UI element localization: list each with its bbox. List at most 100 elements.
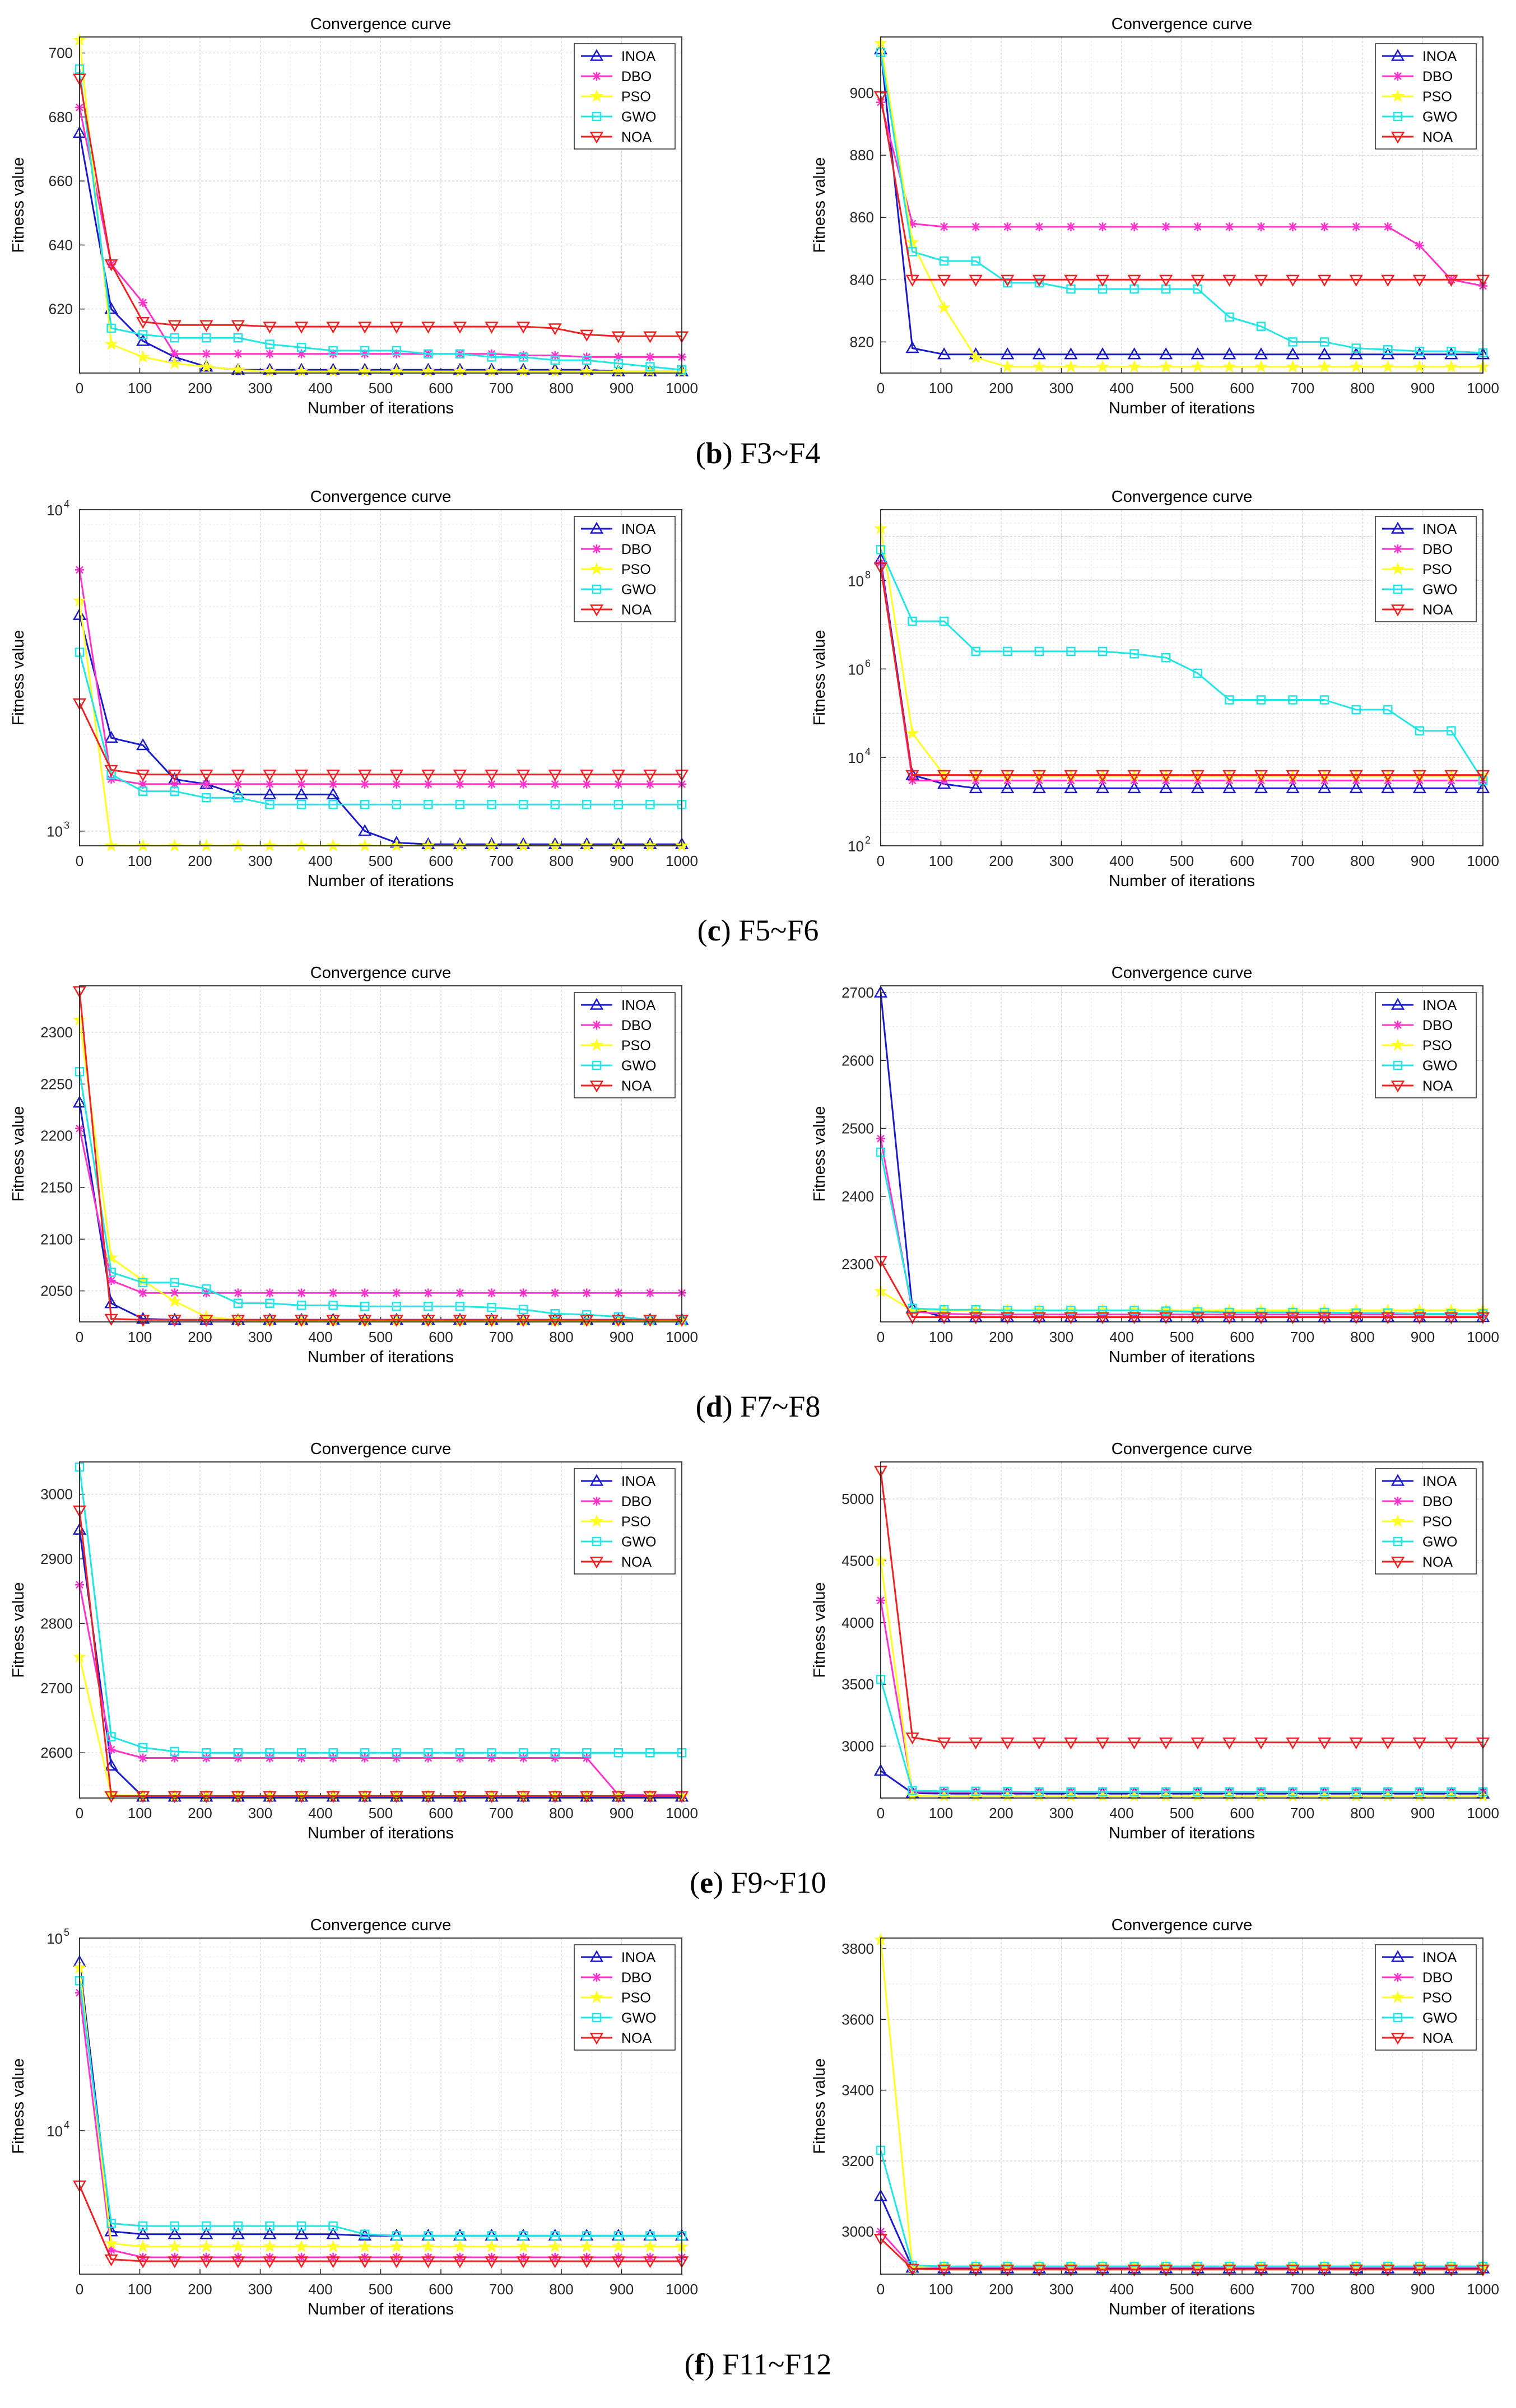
x-tick-label: 0 — [76, 853, 83, 869]
series-line-noa — [78, 2185, 682, 2262]
marker-noa — [1127, 2265, 1141, 2277]
marker-dbo — [328, 349, 338, 358]
marker-noa — [1159, 274, 1173, 287]
series-line-inoa — [880, 559, 1483, 789]
marker-dbo — [1320, 1310, 1329, 1319]
marker-noa — [1349, 1737, 1363, 1750]
marker-noa — [389, 2256, 403, 2269]
legend-label-noa: NOA — [621, 1554, 652, 1570]
marker-dbo — [138, 779, 148, 789]
marker-gwo — [265, 1298, 275, 1308]
marker-noa — [485, 1791, 499, 1804]
marker-noa — [421, 322, 435, 334]
marker-gwo — [392, 346, 402, 356]
marker-gwo — [1319, 1787, 1329, 1797]
marker-dbo — [170, 349, 179, 358]
marker-gwo — [328, 346, 338, 356]
series-line-noa — [880, 567, 1483, 776]
x-tick-label: 700 — [489, 1805, 513, 1822]
marker-noa — [168, 769, 182, 782]
marker-noa — [294, 1791, 309, 1804]
marker-noa — [1254, 274, 1268, 287]
marker-gwo — [360, 799, 370, 809]
x-tick-label: 700 — [1290, 380, 1314, 397]
marker-gwo — [138, 2221, 148, 2231]
marker-noa — [643, 2256, 657, 2269]
x-tick-label: 800 — [549, 380, 573, 397]
marker-noa — [548, 2256, 562, 2269]
marker-gwo — [170, 333, 179, 343]
marker-noa — [199, 2256, 213, 2269]
marker-pso — [104, 337, 118, 350]
marker-dbo — [487, 1288, 496, 1298]
legend-label-pso: PSO — [1422, 1990, 1452, 2006]
x-tick-label: 300 — [248, 2281, 272, 2298]
marker-noa — [1032, 2265, 1047, 2277]
marker-inoa — [1349, 781, 1363, 794]
x-tick-label: 0 — [877, 853, 885, 869]
marker-dbo — [424, 779, 433, 789]
series-line-noa — [78, 702, 682, 776]
legend-label-pso: PSO — [1422, 562, 1452, 577]
marker-pso — [905, 726, 919, 739]
marker-gwo — [1161, 1787, 1171, 1797]
marker-pso — [1391, 1038, 1405, 1051]
marker-noa — [905, 1732, 919, 1745]
x-tick-label: 600 — [1230, 2281, 1254, 2298]
marker-noa — [1001, 274, 1015, 287]
marker-noa — [1222, 770, 1236, 783]
marker-noa — [1159, 2265, 1173, 2277]
marker-noa — [969, 1737, 983, 1750]
marker-dbo — [360, 1288, 370, 1298]
marker-pso — [1318, 360, 1331, 372]
series-line-inoa — [880, 2196, 1483, 2270]
series-line-dbo — [78, 1128, 682, 1294]
legend-label-noa: NOA — [621, 1078, 652, 1094]
marker-pso — [168, 1294, 182, 1307]
marker-dbo — [550, 351, 560, 360]
marker-dbo — [392, 1288, 401, 1298]
marker-noa — [643, 1791, 657, 1804]
marker-gwo — [1129, 649, 1139, 659]
series-line-dbo — [880, 562, 1483, 781]
marker-noa — [199, 769, 213, 782]
x-tick-label: 300 — [1049, 1805, 1073, 1822]
marker-pso — [643, 2239, 657, 2252]
series-noa — [72, 73, 689, 343]
marker-pso — [295, 2239, 308, 2253]
marker-noa — [199, 1791, 213, 1804]
marker-inoa — [1032, 347, 1047, 360]
marker-dbo — [138, 298, 148, 308]
marker-gwo — [518, 352, 528, 362]
marker-inoa — [294, 2227, 309, 2239]
marker-pso — [1096, 360, 1109, 373]
x-tick-label: 500 — [1170, 1805, 1194, 1822]
marker-dbo — [202, 1753, 211, 1763]
marker-pso — [580, 839, 594, 852]
marker-inoa — [969, 781, 983, 794]
legend-label-noa: NOA — [1422, 2030, 1453, 2046]
marker-pso — [611, 839, 625, 852]
plot-frame — [880, 36, 1484, 374]
marker-dbo — [550, 779, 560, 789]
legend-label-noa: NOA — [621, 2030, 652, 2046]
marker-dbo — [265, 779, 275, 789]
marker-pso — [263, 2239, 277, 2252]
x-tick-label: 100 — [929, 2281, 953, 2298]
marker-noa — [1381, 1312, 1395, 1325]
y-axis-label: Fitness value — [811, 157, 829, 253]
marker-gwo — [487, 352, 496, 362]
marker-inoa — [1286, 347, 1300, 360]
marker-dbo — [233, 779, 243, 789]
marker-gwo — [202, 2221, 211, 2231]
x-tick-label: 0 — [877, 1805, 885, 1822]
marker-pso — [104, 1251, 118, 1264]
marker-noa — [136, 1791, 150, 1804]
marker-pso — [580, 2239, 594, 2253]
marker-inoa — [136, 2227, 150, 2239]
marker-dbo — [1351, 1310, 1361, 1319]
y-tick-label: 640 — [49, 236, 73, 253]
legend-label-gwo: GWO — [1422, 1058, 1458, 1074]
marker-inoa — [1254, 781, 1268, 794]
